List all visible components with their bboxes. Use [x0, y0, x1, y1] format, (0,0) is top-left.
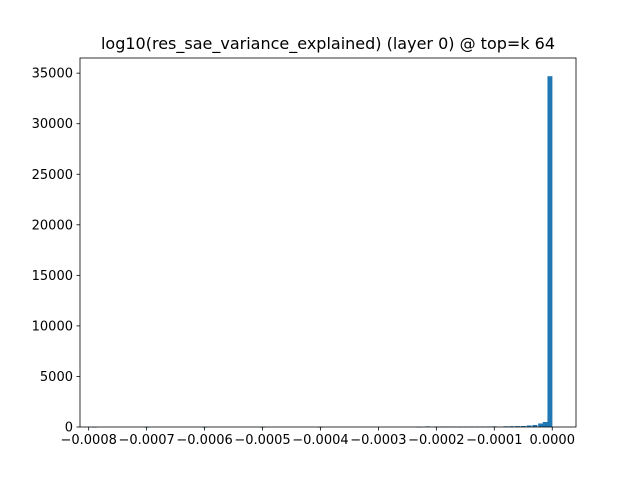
histogram-bar: [547, 76, 553, 427]
y-tick-label: 35000: [32, 67, 73, 82]
histogram-bar: [542, 421, 548, 427]
histogram-bar: [520, 425, 526, 427]
bars-group: [92, 76, 553, 428]
histogram-bar: [526, 425, 532, 427]
axes-group: −0.0008 −0.0007 −0.0006 −0.0005 −0.0004 −0.00…: [32, 57, 577, 448]
y-tick-label: 5000: [40, 370, 73, 385]
y-tick-label: 0: [65, 421, 73, 436]
x-tick-label: −0.0006: [176, 433, 232, 448]
y-tick-label: 20000: [32, 218, 73, 233]
histogram-bar: [509, 426, 515, 427]
chart-title: log10(res_sae_variance_explained) (layer…: [101, 34, 555, 54]
y-tick-label: 25000: [32, 168, 73, 183]
x-tick-label: −0.0007: [118, 433, 174, 448]
x-tick-label: −0.0005: [234, 433, 290, 448]
histogram-bar: [532, 424, 538, 427]
x-tick-label: −0.0008: [60, 433, 116, 448]
x-tick-label: −0.0002: [408, 433, 464, 448]
histogram-bar: [538, 423, 544, 427]
x-tick-label: −0.0001: [466, 433, 522, 448]
x-tick-label: 0.0000: [529, 433, 575, 448]
histogram-bar: [515, 426, 520, 427]
x-tick-label: −0.0003: [350, 433, 406, 448]
y-tick-label: 30000: [32, 117, 73, 132]
y-tick-label: 10000: [32, 319, 73, 334]
axes-frame: [79, 57, 577, 428]
x-tick-label: −0.0004: [292, 433, 348, 448]
y-tick-label: 15000: [32, 269, 73, 284]
